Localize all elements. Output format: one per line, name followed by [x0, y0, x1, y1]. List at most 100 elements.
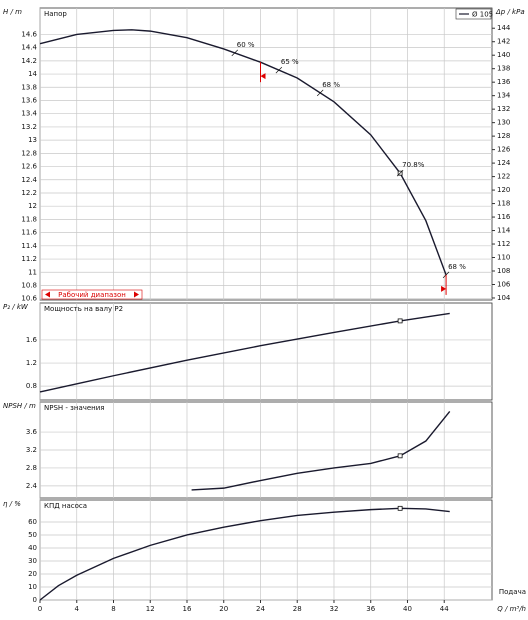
y-tick-label: 13.2 [21, 123, 37, 131]
x-tick-label: 0 [38, 605, 42, 613]
panel-title: NPSH - значения [44, 404, 105, 412]
y2-tick-label: 126 [497, 146, 511, 154]
y2-tick-label: 114 [497, 227, 511, 235]
y-tick-label: 10.6 [21, 295, 37, 303]
y2-tick-label: 140 [497, 51, 510, 59]
duty-point [397, 505, 403, 511]
y2-tick-label: 144 [497, 24, 511, 32]
y2-tick-label: 116 [497, 213, 511, 221]
y2-axis-label: Δp / kPa [495, 8, 525, 16]
efficiency-label: 68 % [448, 263, 466, 271]
y-tick-label: 13.8 [21, 83, 37, 91]
y-tick-label: 11.2 [21, 255, 37, 263]
x-tick-label: 40 [403, 605, 412, 613]
x-axis-label: Q / m³/h [497, 605, 526, 613]
y-tick-label: 14 [28, 70, 37, 78]
y2-tick-label: 132 [497, 105, 510, 113]
y-tick-label: 13.4 [21, 110, 37, 118]
x-tick-label: 36 [366, 605, 375, 613]
y-tick-label: 12.8 [21, 149, 37, 157]
efficiency-tick [275, 66, 283, 74]
x-tick-label: 12 [146, 605, 155, 613]
efficiency-label: 70.8% [402, 161, 425, 169]
y-tick-label: 11 [28, 268, 37, 276]
curve [39, 29, 447, 276]
y-tick-label: 10.8 [21, 281, 37, 289]
efficiency-label: 60 % [237, 41, 255, 49]
y-tick-label: 50 [28, 531, 37, 539]
y2-tick-label: 118 [497, 200, 510, 208]
y2-tick-label: 110 [497, 254, 510, 262]
y2-tick-label: 104 [497, 294, 511, 302]
efficiency-tick [396, 169, 404, 177]
y2-tick-label: 138 [497, 65, 510, 73]
y-tick-label: 60 [28, 518, 37, 526]
y-tick-label: 12.2 [21, 189, 37, 197]
legend-box [455, 8, 492, 20]
range-arrow [441, 285, 447, 292]
y-tick-label: 3.2 [26, 446, 37, 454]
duty-point [397, 318, 403, 324]
y2-tick-label: 130 [497, 119, 510, 127]
y2-tick-label: 120 [497, 186, 510, 194]
y-tick-label: 2.4 [26, 482, 38, 490]
efficiency-label: 65 % [281, 58, 299, 66]
panel-title: КПД насоса [44, 502, 87, 510]
y2-tick-label: 124 [497, 159, 511, 167]
y-tick-label: 40 [28, 544, 37, 552]
y-tick-label: 12.4 [21, 176, 37, 184]
y2-tick-label: 136 [497, 78, 511, 86]
curve [39, 312, 450, 393]
y-tick-label: 14.2 [21, 57, 37, 65]
y-tick-label: 12 [28, 202, 37, 210]
x-tick-label: 24 [256, 605, 265, 613]
y-tick-label: 1.6 [26, 336, 38, 344]
y-tick-label: 13 [28, 136, 37, 144]
x-tick-label: 16 [183, 605, 192, 613]
plot-frame [39, 7, 493, 301]
range-arrow [260, 73, 266, 80]
y-tick-label: 13.6 [21, 96, 37, 104]
y-tick-label: 3.6 [26, 428, 38, 436]
y2-tick-label: 106 [497, 280, 511, 288]
range-box [41, 289, 143, 300]
y-tick-label: 1.2 [26, 359, 37, 367]
y-tick-label: 10 [28, 583, 37, 591]
panel-title: Мощность на валу P2 [44, 305, 123, 313]
y2-tick-label: 122 [497, 173, 510, 181]
x-tick-label: 28 [293, 605, 302, 613]
efficiency-tick [231, 49, 239, 57]
curve [191, 410, 451, 491]
y-axis-label: H / m [3, 8, 22, 16]
y2-tick-label: 112 [497, 240, 510, 248]
y-tick-label: 2.8 [26, 464, 37, 472]
y-tick-label: 0 [33, 596, 37, 604]
y-axis-label: η / % [3, 500, 21, 508]
efficiency-tick [316, 89, 324, 97]
panel-title: Напор [44, 10, 67, 18]
y2-tick-label: 134 [497, 92, 511, 100]
range-label: Рабочий диапазон [58, 291, 126, 299]
efficiency-label: 68 % [322, 81, 340, 89]
range-arrow-left [45, 291, 50, 298]
y-tick-label: 11.6 [21, 229, 37, 237]
y-axis-label: NPSH / m [3, 402, 36, 410]
plot-frame [39, 499, 493, 601]
y-tick-label: 11.4 [21, 242, 37, 250]
range-arrow-right [134, 291, 139, 298]
y-tick-label: 12.6 [21, 163, 37, 171]
y2-tick-label: 128 [497, 132, 510, 140]
y-tick-label: 11.8 [21, 215, 37, 223]
y2-tick-label: 108 [497, 267, 510, 275]
curve [39, 507, 450, 601]
legend-label: Ø 105 [472, 11, 493, 19]
x-tick-label: 44 [440, 605, 449, 613]
y-axis-label: P₂ / kW [3, 303, 29, 311]
x-tick-label: 32 [330, 605, 339, 613]
x-tick-label: 4 [75, 605, 80, 613]
y-tick-label: 14.4 [21, 44, 37, 52]
x-axis-label-2: Подача [499, 588, 526, 596]
y2-tick-label: 142 [497, 38, 510, 46]
x-tick-label: 20 [219, 605, 228, 613]
